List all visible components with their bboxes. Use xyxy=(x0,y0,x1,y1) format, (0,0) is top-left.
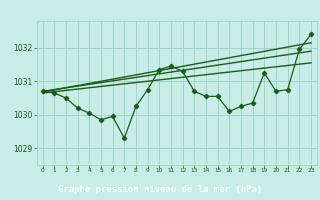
Text: Graphe pression niveau de la mer (hPa): Graphe pression niveau de la mer (hPa) xyxy=(58,185,262,194)
